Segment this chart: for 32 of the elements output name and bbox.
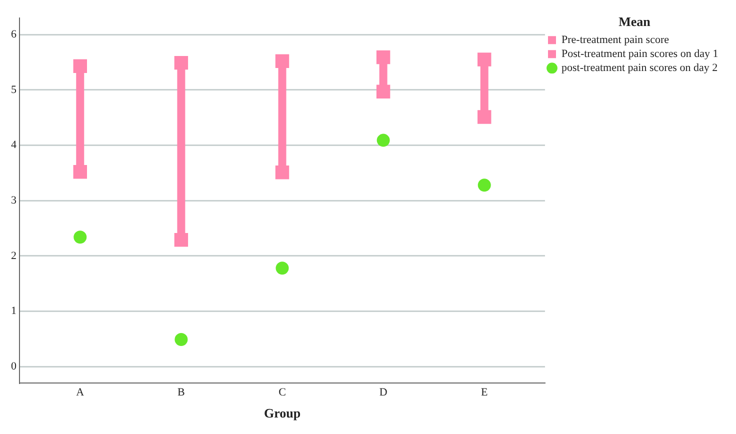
legend-label: post-treatment pain scores on day 2 — [562, 62, 718, 74]
point — [73, 59, 87, 74]
x-tick-label: D — [379, 386, 388, 399]
x-axis-title: Group — [264, 406, 301, 421]
point — [73, 164, 87, 179]
y-tick-label: 3 — [11, 194, 17, 206]
legend-label: Pre-treatment pain score — [562, 34, 670, 46]
point — [376, 134, 390, 147]
y-tick-label: 1 — [11, 305, 16, 318]
legend-title: Mean — [618, 14, 652, 29]
point — [478, 110, 492, 124]
y-tick-label: 6 — [11, 28, 17, 40]
point — [478, 178, 491, 192]
point — [275, 54, 290, 68]
point — [174, 56, 188, 70]
point — [376, 50, 390, 64]
x-tick-label: E — [481, 386, 488, 399]
x-tick-label: B — [178, 386, 185, 399]
point — [174, 233, 188, 247]
x-tick-label: C — [278, 386, 286, 399]
point — [478, 52, 492, 66]
y-tick-label: 4 — [11, 139, 17, 152]
y-tick-label: 2 — [11, 250, 16, 262]
point — [276, 262, 289, 275]
y-tick-label: 5 — [11, 84, 17, 96]
point — [376, 84, 390, 98]
point — [74, 230, 87, 244]
y-tick-label: 0 — [11, 360, 17, 372]
legend-label: Post-treatment pain scores on day 1 — [562, 48, 718, 60]
x-tick-label: A — [76, 386, 84, 399]
point — [275, 166, 290, 180]
point — [174, 332, 188, 346]
